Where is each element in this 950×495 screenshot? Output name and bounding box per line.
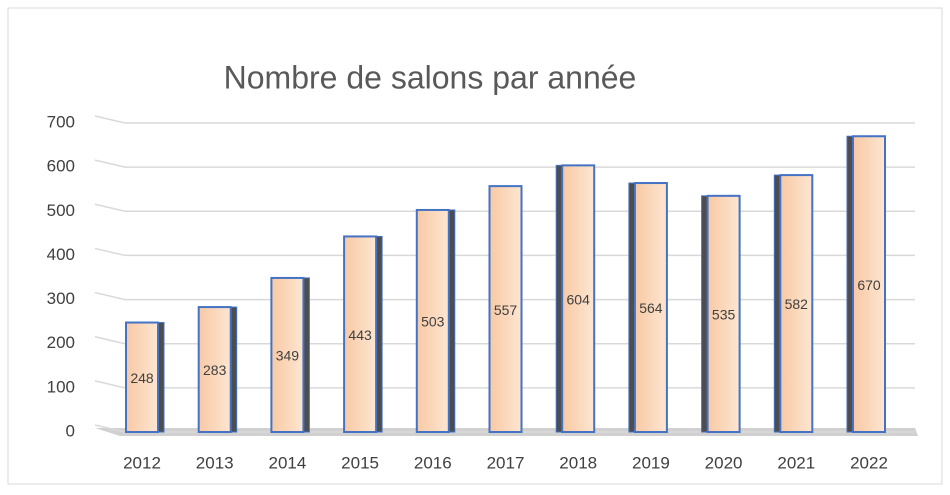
y-tick-label: 700 xyxy=(47,112,75,131)
x-tick-label: 2018 xyxy=(559,453,597,472)
y-tick-label: 600 xyxy=(47,157,75,176)
x-tick-label: 2020 xyxy=(705,453,743,472)
bar xyxy=(633,182,668,433)
data-label: 670 xyxy=(857,277,881,293)
x-tick-label: 2012 xyxy=(123,453,161,472)
bar xyxy=(779,174,814,434)
x-tick-label: 2017 xyxy=(487,453,525,472)
data-label: 443 xyxy=(348,327,372,343)
grid-line xyxy=(94,159,915,168)
data-label: 582 xyxy=(785,296,809,312)
y-tick-label: 400 xyxy=(47,245,75,264)
data-label: 283 xyxy=(203,362,227,378)
y-tick-label: 500 xyxy=(47,201,75,220)
bar xyxy=(125,321,159,434)
y-tick-label: 300 xyxy=(47,289,75,308)
y-tick-label: 100 xyxy=(47,377,75,396)
x-tick-label: 2014 xyxy=(268,453,306,472)
bar xyxy=(343,235,378,433)
data-label: 557 xyxy=(494,302,518,318)
x-tick-label: 2019 xyxy=(632,453,670,472)
bar xyxy=(852,135,886,433)
bar xyxy=(561,164,596,433)
grid-line xyxy=(94,115,915,124)
y-tick-label: 0 xyxy=(66,421,75,440)
x-tick-label: 2021 xyxy=(777,453,815,472)
x-tick-label: 2022 xyxy=(850,453,888,472)
bar xyxy=(270,276,305,434)
x-tick-label: 2016 xyxy=(414,453,452,472)
data-label: 503 xyxy=(421,314,445,330)
chart-title: Nombre de salons par année xyxy=(224,59,637,95)
bar xyxy=(706,194,741,433)
y-tick-label: 200 xyxy=(47,333,75,352)
data-label: 535 xyxy=(712,307,736,323)
data-label: 349 xyxy=(276,348,300,364)
bar xyxy=(488,185,523,433)
bar xyxy=(197,306,232,433)
data-label: 248 xyxy=(130,370,154,386)
data-label: 564 xyxy=(639,300,663,316)
data-label: 604 xyxy=(567,291,591,307)
bar xyxy=(415,208,450,433)
x-tick-label: 2015 xyxy=(341,453,379,472)
x-tick-label: 2013 xyxy=(196,453,234,472)
